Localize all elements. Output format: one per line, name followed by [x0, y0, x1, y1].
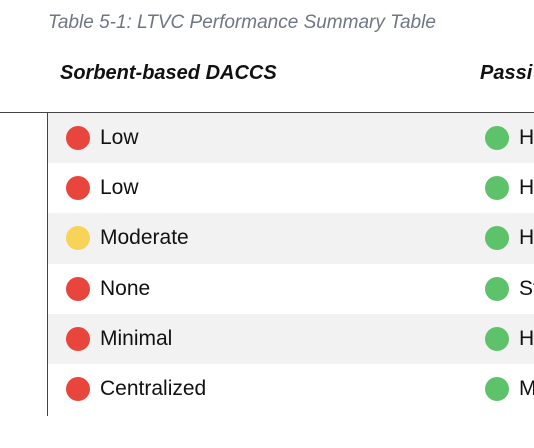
- table-row: Low H: [48, 163, 534, 213]
- cell-second: H: [519, 126, 534, 150]
- header-divider: [0, 112, 534, 113]
- table-body: Low H Low H Moderate H None St Minimal H…: [48, 113, 534, 414]
- cell-second: H: [519, 326, 534, 350]
- rating-dot-icon: [485, 176, 509, 201]
- table-row: Centralized M: [48, 364, 534, 414]
- table-caption: Table 5-1: LTVC Performance Summary Tabl…: [48, 12, 436, 33]
- rating-dot-icon: [485, 326, 509, 351]
- table-header-row: Sorbent-based DACCS Passi: [0, 62, 534, 94]
- table-row: None St: [48, 264, 534, 314]
- table-row: Moderate H: [48, 213, 534, 264]
- cell-sorbent: Centralized: [100, 377, 207, 401]
- column-header-sorbent-daccs: Sorbent-based DACCS: [60, 62, 277, 84]
- rating-dot-icon: [485, 226, 509, 251]
- cell-second: St: [519, 276, 534, 300]
- rating-dot-icon: [66, 226, 90, 251]
- rating-dot-icon: [485, 377, 509, 402]
- rating-dot-icon: [66, 126, 90, 151]
- rating-dot-icon: [66, 326, 90, 351]
- cell-second: H: [519, 176, 534, 200]
- rating-dot-icon: [485, 276, 509, 301]
- cell-second: H: [519, 226, 534, 250]
- cell-sorbent: Minimal: [100, 326, 173, 350]
- table-row: Minimal H: [48, 313, 534, 364]
- cell-sorbent: Low: [100, 126, 139, 150]
- rating-dot-icon: [66, 377, 90, 402]
- cell-sorbent: Low: [100, 176, 139, 200]
- cell-sorbent: None: [100, 276, 151, 300]
- rating-dot-icon: [66, 176, 90, 201]
- table-row: Low H: [48, 113, 534, 164]
- rating-dot-icon: [485, 126, 509, 151]
- column-header-second: Passi: [480, 62, 533, 84]
- cell-sorbent: Moderate: [100, 226, 189, 250]
- rating-dot-icon: [66, 276, 90, 301]
- cell-second: M: [519, 377, 534, 401]
- column-divider: [47, 113, 48, 416]
